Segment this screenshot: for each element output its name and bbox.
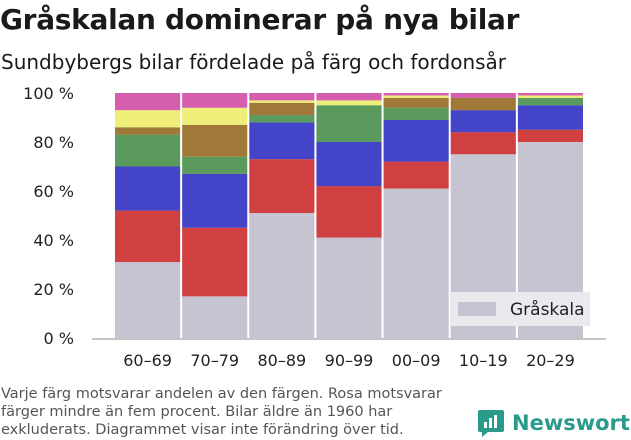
bar-segment [248,93,315,101]
footnote-line: Varje färg motsvarar andelen av den färg… [1,386,442,402]
footnote: Varje färg motsvarar andelen av den färg… [1,385,471,439]
bar-segment [248,102,315,116]
bar-segment [181,173,248,228]
bar-segment [114,134,181,167]
footnote-line: färger mindre än fem procent. Bilar äldr… [1,404,393,420]
bar-segment [114,262,181,338]
y-tick-label: 80 % [33,133,74,152]
bar-segment [383,119,450,162]
bar-segment [181,227,248,297]
y-tick-label: 40 % [33,231,74,250]
chart-title: Gråskalan dominerar på nya bilar [0,3,520,36]
bar-segment [181,156,248,174]
chart-subtitle: Sundbybergs bilar fördelade på färg och … [1,50,507,74]
x-tick-label: 60–69 [123,351,172,370]
bar-segment [383,93,450,96]
bar-segment [383,95,450,98]
bar-segment [248,159,315,214]
y-tick-label: 100 % [23,84,74,103]
bar-segment [517,105,584,130]
bar-segment [383,161,450,189]
x-tick-label: 00–09 [392,351,441,370]
bar-segment [181,296,248,338]
bar-segment [315,100,383,106]
bar-segment [114,127,181,135]
brand-name: Newsworthy [512,411,631,435]
bar-segment [114,166,181,211]
bar-segment [517,129,584,142]
x-tick-label: 10–19 [459,351,508,370]
y-tick-label: 60 % [33,182,74,201]
bar-segment [114,210,181,263]
legend: Gråskala [450,292,590,326]
bar-segment [450,93,517,98]
x-tick-label: 70–79 [190,351,239,370]
bar-segment [315,142,383,187]
legend-label-graskala: Gråskala [510,299,585,320]
bar-segment [248,115,315,123]
bar-segment [450,110,517,133]
y-tick-label: 20 % [33,280,74,299]
newsworthy-logo-icon [478,410,504,437]
x-axis-tick-labels: 60–69 70–79 80–89 90–99 00–09 10–19 20–29 [123,351,575,370]
bar-segment [114,110,181,128]
bar-segment [383,97,450,108]
bar-segment [248,213,315,338]
bar-segment [315,186,383,238]
bar-segment [114,93,181,111]
x-tick-label: 80–89 [257,351,306,370]
bar-segment [248,122,315,160]
bar-segment [517,97,584,106]
bar-segment [315,105,383,142]
footnote-line: exkluderats. Diagrammet visar inte förän… [1,422,404,438]
bar-segment [181,107,248,125]
bar-segment [383,188,450,338]
legend-swatch-graskala [458,302,496,316]
y-tick-label: 0 % [44,329,74,348]
bar-segment [383,107,450,120]
bar-segment [315,237,383,338]
newsworthy-brand: Newsworthy [476,406,631,440]
y-axis-tick-labels: 0 % 20 % 40 % 60 % 80 % 100 % [23,84,74,348]
bar-segment [517,93,584,96]
bar-segment [181,93,248,108]
x-tick-label: 20–29 [526,351,575,370]
bar-segment [450,132,517,155]
bar-segment [181,124,248,157]
bar-segment [450,97,517,111]
bar-segment [315,93,383,101]
x-tick-label: 90–99 [325,351,374,370]
bar-segment [517,95,584,98]
bar-segment [248,100,315,103]
